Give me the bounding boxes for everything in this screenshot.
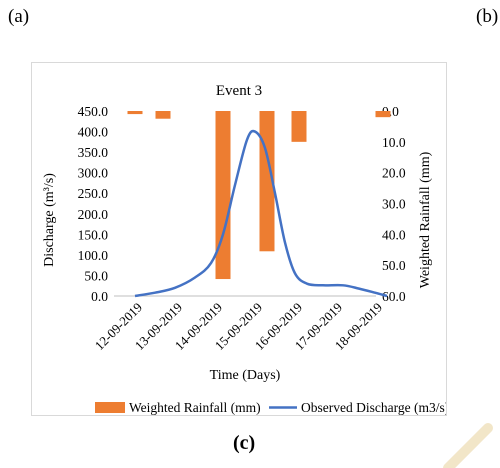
y-left-tick-label: 100.0 (78, 248, 109, 263)
y-left-tick-label: 250.0 (78, 186, 109, 201)
right-axis-ticks: 0.010.020.030.040.050.060.0 (382, 104, 406, 304)
y-right-tick-label: 20.0 (382, 166, 406, 181)
y-left-tick-label: 300.0 (78, 166, 109, 181)
combo-chart: Event 3 0.0 50.0 100.0 150.0 200.0 250.0 300.0… (42, 83, 449, 415)
watermark-mark (443, 423, 493, 468)
legend-rainfall-swatch (95, 402, 125, 413)
y-axis-left-label: Discharge (m³/s) (42, 173, 57, 267)
y-right-tick-label: 30.0 (382, 197, 406, 212)
y-left-tick-label: 150.0 (78, 227, 109, 242)
rainfall-bar (215, 111, 231, 280)
panel-label-c: (c) (233, 432, 256, 454)
rainfall-bar (375, 111, 391, 118)
rainfall-bar (155, 111, 171, 119)
y-left-tick-label: 400.0 (78, 125, 109, 140)
y-axis-right-label: Weighted Rainfall (mm) (418, 151, 433, 288)
y-right-tick-label: 10.0 (382, 135, 406, 150)
y-left-tick-label: 200.0 (78, 207, 109, 222)
legend-rainfall-label: Weighted Rainfall (mm) (129, 400, 261, 415)
y-left-tick-label: 0.0 (91, 289, 108, 304)
y-right-tick-label: 50.0 (382, 258, 406, 273)
y-left-tick-label: 350.0 (78, 145, 109, 160)
x-axis-ticks: 12-09-201913-09-201914-09-201915-09-2019… (92, 300, 386, 354)
legend-discharge-label: Observed Discharge (m3/s) (301, 400, 446, 415)
x-axis-label: Time (Days) (210, 368, 281, 383)
y-left-tick-label: 450.0 (78, 104, 109, 119)
legend: Weighted Rainfall (mm) Observed Discharg… (95, 400, 449, 415)
y-right-tick-label: 60.0 (382, 289, 406, 304)
chart-frame: Event 3 0.0 50.0 100.0 150.0 200.0 250.0 300.0… (31, 62, 449, 416)
panel-label-b: (b) (476, 6, 499, 27)
rainfall-bar (127, 111, 143, 115)
panel-label-a: (a) (8, 6, 30, 27)
y-right-tick-label: 40.0 (382, 227, 406, 242)
discharge-line (134, 129, 388, 298)
chart-title: Event 3 (216, 83, 262, 99)
y-left-tick-label: 50.0 (84, 268, 108, 283)
rainfall-bar (291, 111, 307, 142)
left-axis-ticks: 0.0 50.0 100.0 150.0 200.0 250.0 300.0 350.0 400… (78, 104, 109, 304)
